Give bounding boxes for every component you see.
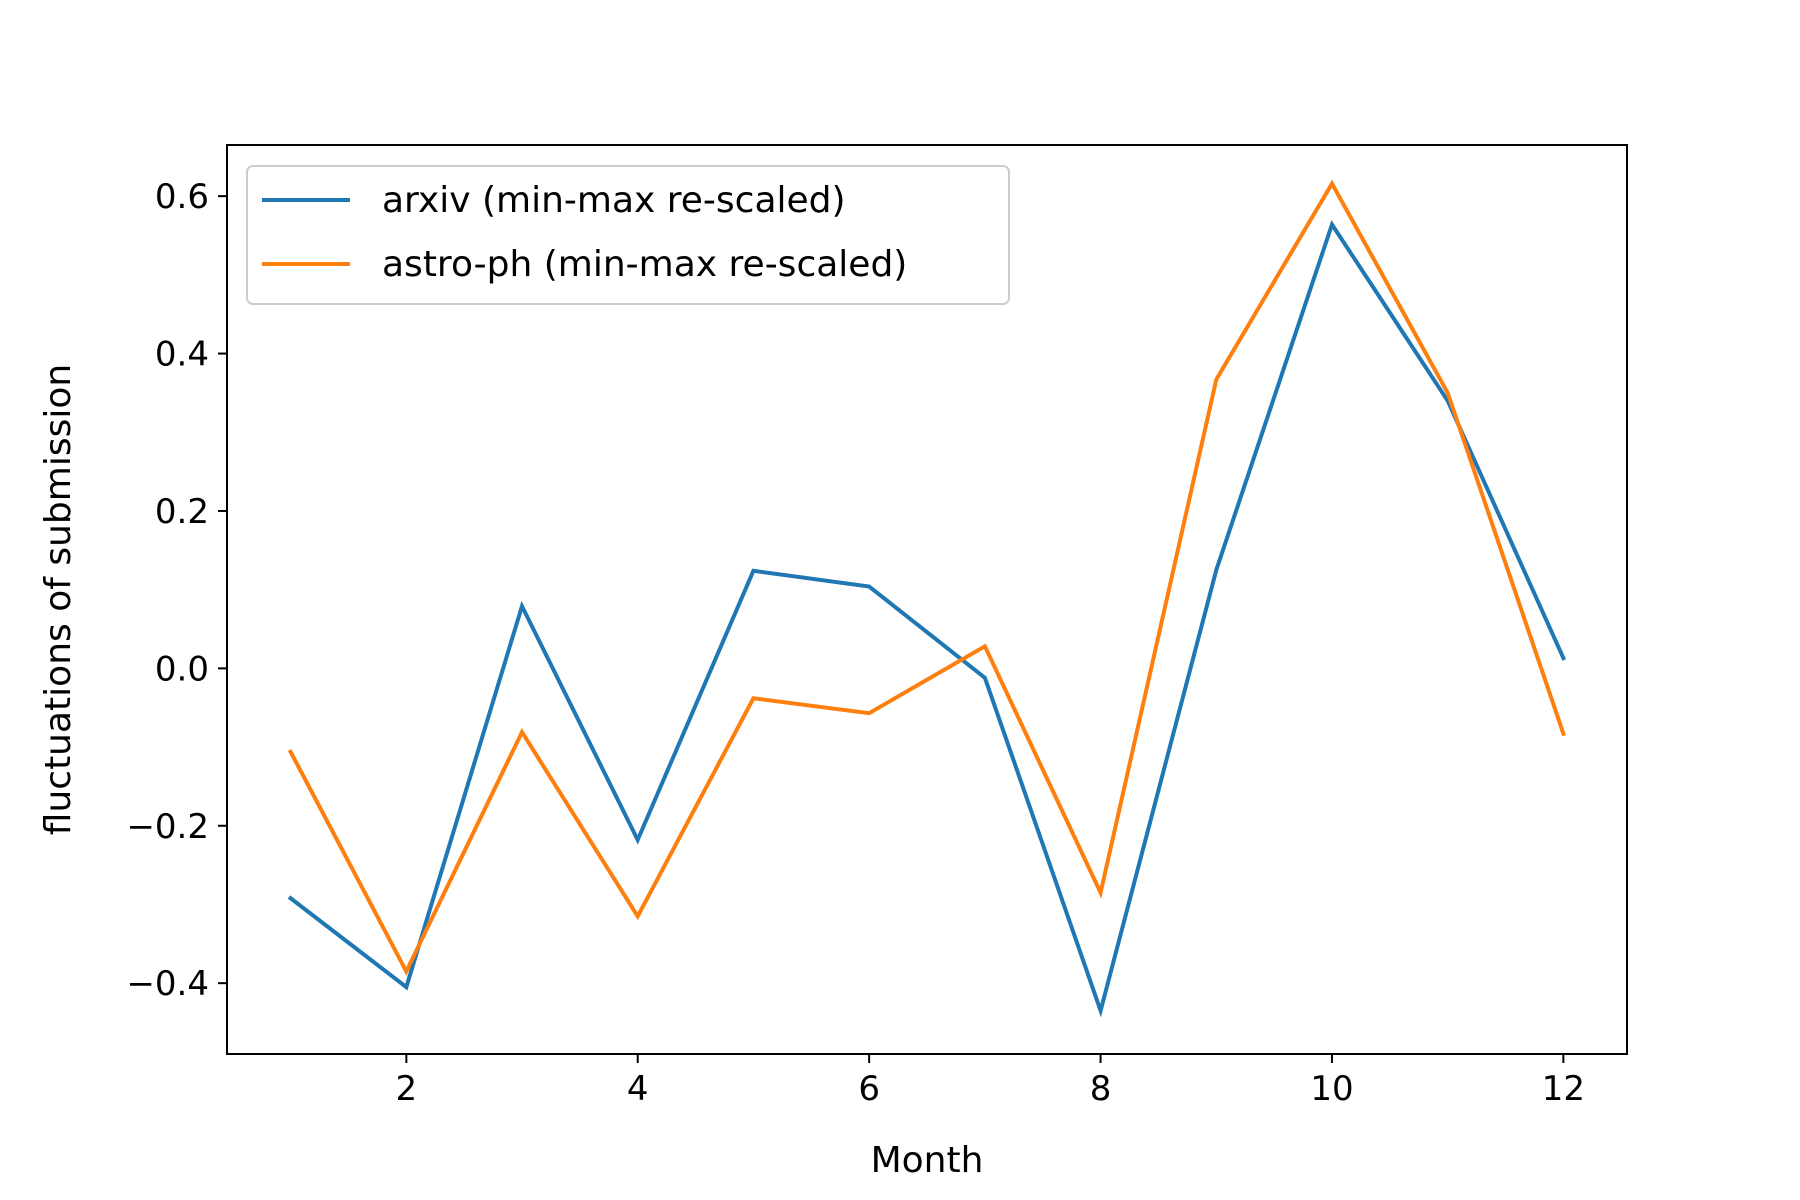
y-tick-label: 0.6 — [155, 177, 209, 217]
series-line-arxiv — [287, 219, 1567, 1018]
y-tick-label: −0.2 — [126, 807, 209, 847]
plot-frame — [226, 144, 1628, 1055]
x-tick-label: 12 — [1542, 1069, 1585, 1109]
x-tick-label: 4 — [627, 1069, 649, 1109]
y-axis-label: fluctuations of submission — [38, 364, 79, 835]
legend: arxiv (min-max re-scaled) astro-ph (min-… — [246, 165, 1010, 305]
y-tick-label: 0.2 — [155, 492, 209, 532]
plot-lines — [287, 179, 1567, 1018]
y-tick-label: −0.4 — [126, 964, 209, 1004]
legend-label-arxiv: arxiv (min-max re-scaled) — [382, 180, 846, 221]
x-tick-label: 6 — [858, 1069, 880, 1109]
legend-box — [246, 165, 1010, 305]
y-tick-label: 0.0 — [155, 649, 209, 689]
x-axis-label: Month — [871, 1140, 984, 1181]
legend-label-astro-ph: astro-ph (min-max re-scaled) — [382, 244, 907, 285]
y-tick-label: 0.4 — [155, 335, 209, 375]
series-line-astro-ph — [287, 179, 1566, 976]
y-axis-ticks: −0.4 −0.2 0.0 0.2 0.4 0.6 — [126, 177, 227, 1004]
x-tick-label: 8 — [1090, 1069, 1112, 1109]
x-tick-label: 2 — [396, 1069, 418, 1109]
x-axis-ticks: 2 4 6 8 10 12 — [396, 1054, 1585, 1109]
x-tick-label: 10 — [1310, 1069, 1353, 1109]
